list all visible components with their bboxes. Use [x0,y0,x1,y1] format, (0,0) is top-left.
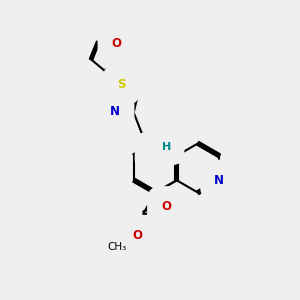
Text: N: N [149,146,159,159]
Text: O: O [112,37,122,50]
Text: N: N [110,105,120,119]
Text: S: S [117,78,126,91]
Text: H: H [162,142,171,152]
Text: CH₃: CH₃ [108,242,127,252]
Text: N: N [214,174,224,187]
Text: O: O [161,200,171,213]
Text: O: O [133,229,143,242]
